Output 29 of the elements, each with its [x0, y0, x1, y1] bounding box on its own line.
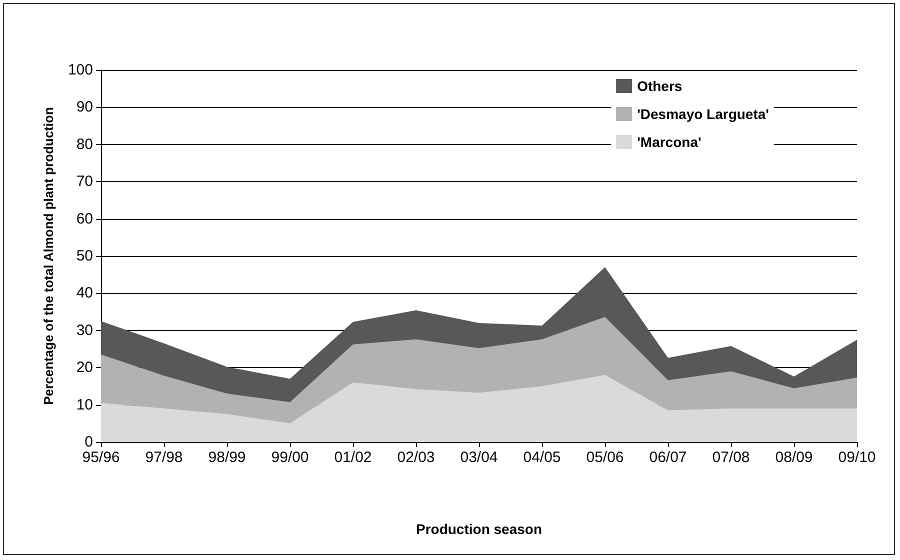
y-tick-label: 70	[76, 173, 93, 190]
x-tick-label: 06/07	[649, 449, 687, 466]
y-tick-label: 30	[76, 322, 93, 339]
y-tick-label: 20	[76, 359, 93, 376]
y-tick-label: 100	[68, 62, 93, 78]
x-tick-label: 07/08	[712, 449, 750, 466]
x-tick-label: 95/96	[82, 449, 120, 466]
legend-label: 'Marcona'	[637, 134, 702, 150]
x-tick-label: 05/06	[586, 449, 624, 466]
legend-label: 'Desmayo Largueta'	[637, 106, 770, 122]
y-tick-label: 40	[76, 284, 93, 302]
x-tick-label: 08/09	[775, 449, 813, 466]
y-tick-label: 50	[76, 248, 93, 264]
x-tick-label: 98/99	[208, 449, 246, 466]
y-axis-title: Percentage of the total Almond plant production	[41, 107, 56, 405]
y-tick-label: 10	[76, 396, 93, 414]
y-tick-label: 60	[76, 210, 93, 228]
x-tick-label: 01/02	[334, 449, 372, 466]
legend-label: Others	[637, 78, 682, 94]
x-tick-label: 99/00	[271, 449, 309, 466]
x-axis-title: Production season	[416, 521, 542, 537]
y-tick-label: 90	[76, 98, 93, 116]
x-tick-label: 02/03	[397, 449, 435, 466]
x-tick-label: 04/05	[523, 449, 561, 466]
x-tick-label: 03/04	[460, 449, 498, 466]
x-tick-label: 09/10	[838, 449, 876, 466]
x-tick-label: 97/98	[145, 449, 183, 466]
y-tick-label: 0	[84, 434, 93, 450]
y-tick-label: 80	[76, 136, 93, 153]
